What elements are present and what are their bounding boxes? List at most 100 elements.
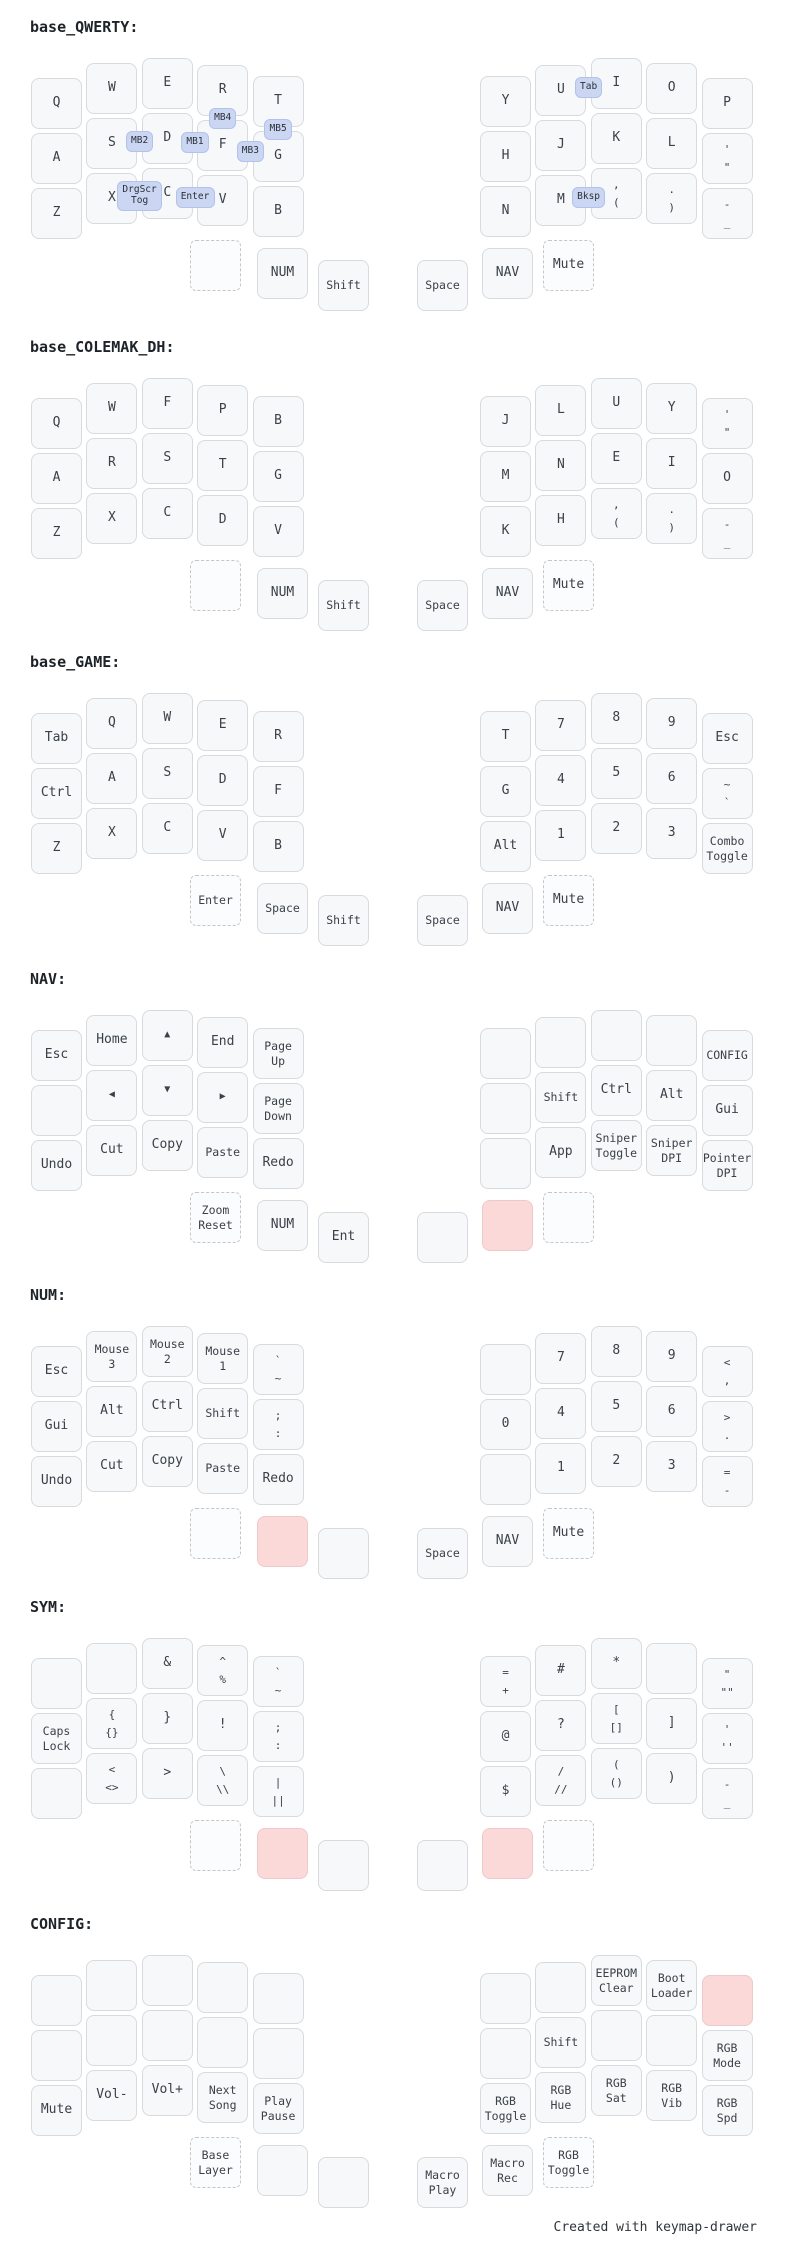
base_colemak_dh-key-h: H bbox=[535, 495, 587, 546]
num-key-blank: ` ~ bbox=[252, 1344, 304, 1395]
base_colemak_dh-key-a: A bbox=[31, 453, 82, 504]
num-key-mouse-2: Mouse 2 bbox=[141, 1326, 193, 1377]
sym-key-blank: " "" bbox=[701, 1658, 753, 1709]
key-legend: . bbox=[668, 503, 675, 517]
num-key-redo: Redo bbox=[252, 1454, 304, 1505]
base_qwerty-combo-mb3: MB3 bbox=[236, 140, 265, 162]
sym-key-blank: $ bbox=[480, 1766, 531, 1817]
key-legend: Pointer DPI bbox=[702, 1151, 752, 1180]
key-legend: ( bbox=[612, 195, 620, 209]
combo-label: DrgScr Tog bbox=[122, 184, 157, 206]
key-legend: Ent bbox=[331, 1229, 356, 1245]
key-legend: Esc bbox=[715, 730, 739, 746]
base_game-key-2: 2 bbox=[590, 803, 642, 854]
key-legend: Mouse 3 bbox=[94, 1342, 130, 1371]
key-legend: Q bbox=[52, 415, 61, 431]
key-legend: 2 bbox=[612, 1453, 621, 1469]
num-key-blank bbox=[480, 1344, 531, 1395]
config-key-blank bbox=[535, 1962, 587, 2013]
layer-title-config: CONFIG: bbox=[30, 1915, 94, 1933]
key-legend: ▶ bbox=[219, 1091, 226, 1103]
key-legend: Cut bbox=[100, 1458, 124, 1474]
base_qwerty-key-q: Q bbox=[31, 78, 82, 129]
nav-key-blank: ▶ bbox=[197, 1072, 249, 1123]
base_colemak_dh-key-g: G bbox=[252, 451, 304, 502]
sym-key-blank: @ bbox=[480, 1711, 531, 1762]
base_qwerty-key-mute: Mute bbox=[543, 240, 594, 291]
base_game-key-d: D bbox=[197, 755, 249, 806]
nav-key-gui: Gui bbox=[701, 1085, 753, 1136]
key-legend: NAV bbox=[495, 1533, 520, 1549]
config-key-macro-rec: Macro Rec bbox=[482, 2145, 533, 2196]
key-legend: - bbox=[723, 198, 731, 212]
nav-key-cut: Cut bbox=[86, 1125, 138, 1176]
key-legend: RGB Sat bbox=[605, 2076, 627, 2105]
key-legend: Enter bbox=[198, 893, 233, 908]
layer-sym: SYM: & ^% ` ~ = + # * " "" Caps Lock{{}}!;: @?[[]] '… bbox=[0, 1598, 788, 1908]
key-legend: // bbox=[554, 1782, 568, 1796]
config-key-rgb-toggle: RGB Toggle bbox=[480, 2083, 531, 2134]
key-legend: C bbox=[163, 505, 172, 521]
base_qwerty-key-z: Z bbox=[31, 188, 82, 239]
key-legend: - bbox=[723, 1778, 731, 1792]
key-legend: " bbox=[723, 160, 731, 174]
config-key-eeprom-clear: EEPROM Clear bbox=[590, 1955, 642, 2006]
layer-base-game: base_GAME: Tab Q W E R T 7 8 9 Esc Ctrl A S D F G 4 5 6 ~ ` Z… bbox=[0, 653, 788, 963]
key-legend: K bbox=[612, 130, 621, 146]
base_qwerty-key-blank: - _ bbox=[701, 188, 753, 239]
key-legend: M bbox=[556, 192, 565, 208]
base_game-key-1: 1 bbox=[535, 810, 587, 861]
base_colemak_dh-key-l: L bbox=[535, 385, 587, 436]
key-legend: : bbox=[274, 1426, 282, 1440]
nav-key-undo: Undo bbox=[31, 1140, 82, 1191]
base_game-key-q: Q bbox=[86, 698, 138, 749]
nav-key-page-up: Page Up bbox=[252, 1028, 304, 1079]
base_colemak_dh-key-o: O bbox=[701, 453, 753, 504]
sym-key-blank: ' '' bbox=[701, 1713, 753, 1764]
nav-key-esc: Esc bbox=[31, 1030, 82, 1081]
base_qwerty-key-space: Space bbox=[417, 260, 468, 311]
key-legend: F bbox=[274, 783, 282, 799]
combo-label: Tab bbox=[580, 80, 598, 92]
sym-key-blank: & bbox=[141, 1638, 193, 1689]
config-key-macro-play: Macro Play bbox=[417, 2157, 468, 2208]
nav-key-blank bbox=[417, 1212, 468, 1263]
base_colemak_dh-key-j: J bbox=[480, 396, 531, 447]
key-legend: Page Down bbox=[264, 1094, 292, 1123]
config-key-vol: Vol- bbox=[86, 2070, 138, 2121]
key-legend: ` bbox=[274, 1666, 282, 1680]
sym-key-blank: < <> bbox=[86, 1753, 138, 1804]
key-legend: Base Layer bbox=[198, 2148, 233, 2177]
key-legend: Y bbox=[667, 400, 676, 416]
layer-base-qwerty: base_QWERTY: Q W E R T Y U I O P A S D F G H J K L ' " Z X C V B N… bbox=[0, 18, 788, 328]
key-legend: Next Song bbox=[208, 2083, 237, 2112]
key-legend: Play Pause bbox=[260, 2094, 296, 2123]
base_game-key-space: Space bbox=[417, 895, 468, 946]
nav-key-home: Home bbox=[86, 1015, 138, 1066]
sym-key-blank: ] bbox=[646, 1698, 698, 1749]
base_qwerty-key-num: NUM bbox=[257, 248, 308, 299]
num-key-undo: Undo bbox=[31, 1456, 82, 1507]
base_qwerty-key-blank: .) bbox=[646, 173, 698, 224]
key-legend: E bbox=[612, 450, 621, 466]
base_game-key-alt: Alt bbox=[480, 821, 531, 872]
key-legend: Combo Toggle bbox=[706, 834, 748, 863]
num-key-6: 6 bbox=[646, 1386, 698, 1437]
key-legend: End bbox=[210, 1034, 235, 1050]
key-legend: < bbox=[723, 1356, 731, 1370]
config-key-blank bbox=[141, 2010, 193, 2061]
key-legend: NAV bbox=[495, 265, 520, 281]
base_qwerty-key-shift: Shift bbox=[318, 260, 369, 311]
num-key-0: 0 bbox=[480, 1399, 531, 1450]
key-legend: 6 bbox=[667, 1403, 676, 1419]
key-legend: V bbox=[274, 523, 282, 539]
key-legend: I bbox=[612, 75, 621, 91]
base_game-key-ctrl: Ctrl bbox=[31, 768, 82, 819]
key-legend: 4 bbox=[556, 1405, 565, 1421]
layer-base-colemak-dh: base_COLEMAK_DH: Q W F P B J L U Y ' " A R S T G M N E I O Z X… bbox=[0, 338, 788, 648]
key-legend: - bbox=[723, 1483, 731, 1497]
nav-key-blank bbox=[480, 1083, 531, 1134]
nav-key-config: CONFIG bbox=[701, 1030, 753, 1081]
base_game-key-s: S bbox=[141, 748, 193, 799]
config-key-rgb-spd: RGB Spd bbox=[701, 2085, 753, 2136]
